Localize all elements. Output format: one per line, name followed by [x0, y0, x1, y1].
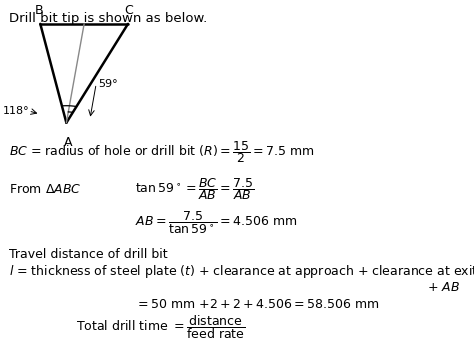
- Text: C: C: [125, 4, 133, 17]
- Text: $AB = \dfrac{7.5}{\tan 59^\circ} = 4.506$ mm: $AB = \dfrac{7.5}{\tan 59^\circ} = 4.506…: [135, 210, 298, 236]
- Text: Travel distance of drill bit: Travel distance of drill bit: [9, 248, 168, 261]
- Text: Total drill time $= \dfrac{\mathrm{distance}}{\mathrm{feed\ rate}}$: Total drill time $= \dfrac{\mathrm{dista…: [76, 313, 246, 341]
- Text: 59°: 59°: [98, 78, 118, 89]
- Text: From $\Delta ABC$: From $\Delta ABC$: [9, 183, 82, 196]
- Text: $+\ AB$: $+\ AB$: [427, 281, 460, 294]
- Text: A: A: [64, 136, 72, 149]
- Text: $BC$ = radius of hole or drill bit $(R) = \dfrac{15}{2} = 7.5$ mm: $BC$ = radius of hole or drill bit $(R) …: [9, 139, 315, 165]
- Text: $l$ = thickness of steel plate $(t)$ + clearance at approach + clearance at exit: $l$ = thickness of steel plate $(t)$ + c…: [9, 263, 474, 280]
- Text: Drill bit tip is shown as below.: Drill bit tip is shown as below.: [9, 12, 208, 25]
- Text: $= 50$ mm $+ 2 + 2 + 4.506 = 58.506$ mm: $= 50$ mm $+ 2 + 2 + 4.506 = 58.506$ mm: [135, 298, 380, 311]
- Text: 118°: 118°: [2, 106, 29, 116]
- Text: $\tan 59^\circ = \dfrac{BC}{AB} = \dfrac{7.5}{AB}$: $\tan 59^\circ = \dfrac{BC}{AB} = \dfrac…: [135, 176, 255, 202]
- Text: B: B: [35, 4, 44, 17]
